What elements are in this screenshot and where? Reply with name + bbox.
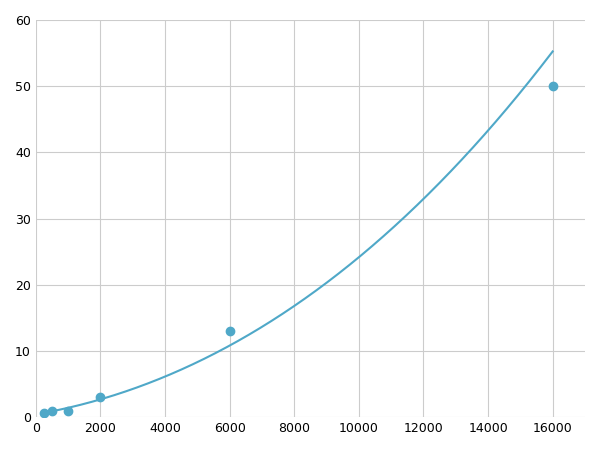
Point (95, 394, 105, 401)
Point (548, 83, 557, 90)
Point (39, 409, 49, 416)
Point (64, 407, 73, 414)
Point (225, 328, 235, 335)
Point (47, 407, 57, 414)
